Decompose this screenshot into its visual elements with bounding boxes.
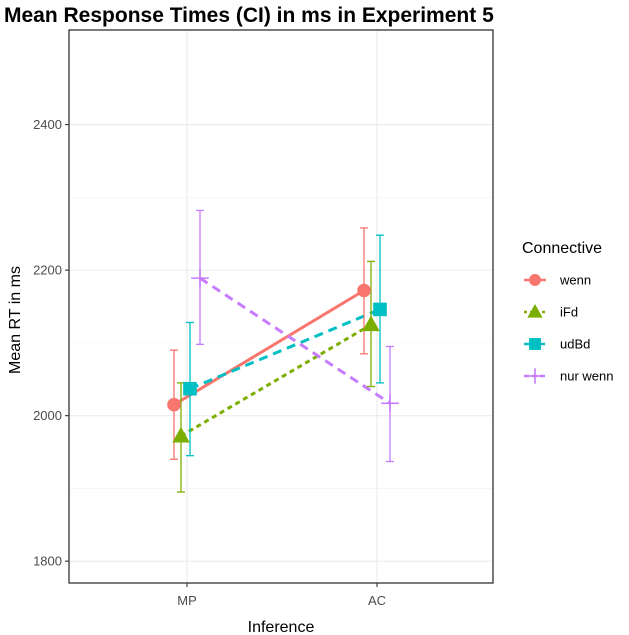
data-point-wenn bbox=[167, 397, 181, 412]
chart-title: Mean Response Times (CI) in ms in Experi… bbox=[4, 4, 494, 27]
y-axis: 1800 2000 2200 2400 bbox=[33, 117, 69, 569]
legend: Connective wenn iFd udBd nur wenn bbox=[522, 240, 613, 384]
legend-label: nur wenn bbox=[560, 369, 613, 384]
y-tick-label: 1800 bbox=[33, 554, 62, 569]
legend-key-marker bbox=[527, 368, 543, 384]
plot-panel bbox=[69, 30, 493, 583]
y-tick-label: 2200 bbox=[33, 263, 62, 278]
plot-content bbox=[68, 29, 494, 584]
series-line-iFd bbox=[180, 323, 372, 438]
legend-key-marker bbox=[529, 274, 541, 286]
y-tick-label: 2000 bbox=[33, 408, 62, 423]
legend-label: udBd bbox=[560, 337, 590, 352]
legend-key-marker bbox=[529, 338, 541, 350]
series-line-udBd bbox=[189, 308, 381, 391]
data-point-udBd bbox=[183, 381, 197, 396]
series-line-nur-wenn bbox=[199, 276, 391, 405]
data-point-iFd bbox=[172, 426, 190, 443]
series-line-wenn bbox=[173, 289, 365, 407]
x-tick-label: MP bbox=[177, 593, 197, 608]
x-axis-title: Inference bbox=[248, 619, 315, 635]
data-point-nur-wenn bbox=[381, 394, 399, 413]
y-tick-label: 2400 bbox=[33, 117, 62, 132]
data-point-iFd bbox=[362, 315, 380, 332]
legend-label: iFd bbox=[560, 305, 578, 320]
x-axis: MP AC bbox=[177, 583, 386, 608]
data-point-wenn bbox=[357, 283, 371, 298]
x-tick-label: AC bbox=[368, 593, 386, 608]
data-point-nur-wenn bbox=[191, 269, 209, 287]
legend-label: wenn bbox=[559, 273, 591, 288]
panel-border bbox=[68, 29, 494, 584]
plot-background bbox=[69, 30, 493, 583]
y-axis-title: Mean RT in ms bbox=[7, 266, 24, 374]
legend-key-marker bbox=[527, 303, 543, 318]
legend-title: Connective bbox=[522, 240, 602, 257]
data-point-udBd bbox=[373, 302, 387, 317]
